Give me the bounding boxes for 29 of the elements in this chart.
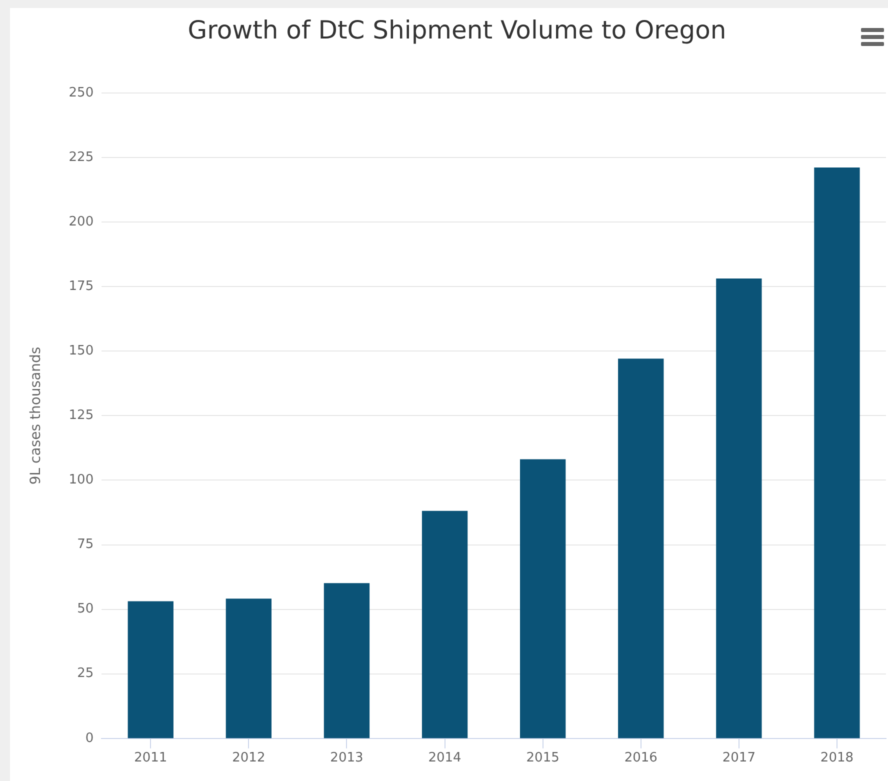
x-tick-label: 2017 — [722, 750, 756, 766]
bar — [324, 583, 370, 738]
chart-title: Growth of DtC Shipment Volume to Oregon — [188, 16, 726, 44]
x-tick-label: 2014 — [428, 750, 462, 766]
bar — [226, 598, 272, 738]
x-tick-label: 2015 — [526, 750, 560, 766]
y-tick-label: 125 — [68, 408, 94, 424]
y-tick-label: 0 — [85, 730, 94, 746]
x-tick-label: 2013 — [330, 750, 364, 766]
y-tick-label: 200 — [68, 214, 94, 230]
bar — [128, 601, 174, 738]
x-tick-label: 2018 — [820, 750, 854, 766]
bar — [520, 459, 566, 738]
bar — [618, 358, 664, 738]
x-tick-label: 2016 — [624, 750, 658, 766]
bar — [422, 510, 468, 738]
y-tick-label: 150 — [68, 344, 94, 359]
y-tick-label: 250 — [68, 85, 94, 100]
y-tick-label: 225 — [68, 150, 94, 165]
bar — [716, 278, 762, 738]
y-tick-label: 75 — [77, 537, 94, 552]
y-tick-label: 50 — [77, 602, 94, 617]
y-axis-title: 9L cases thousands — [28, 346, 44, 485]
y-tick-label: 25 — [77, 666, 94, 682]
bar — [814, 168, 860, 738]
y-tick-label: 100 — [68, 472, 94, 488]
x-tick-label: 2012 — [232, 750, 266, 766]
y-tick-label: 175 — [68, 278, 94, 294]
x-tick-label: 2011 — [134, 750, 168, 766]
